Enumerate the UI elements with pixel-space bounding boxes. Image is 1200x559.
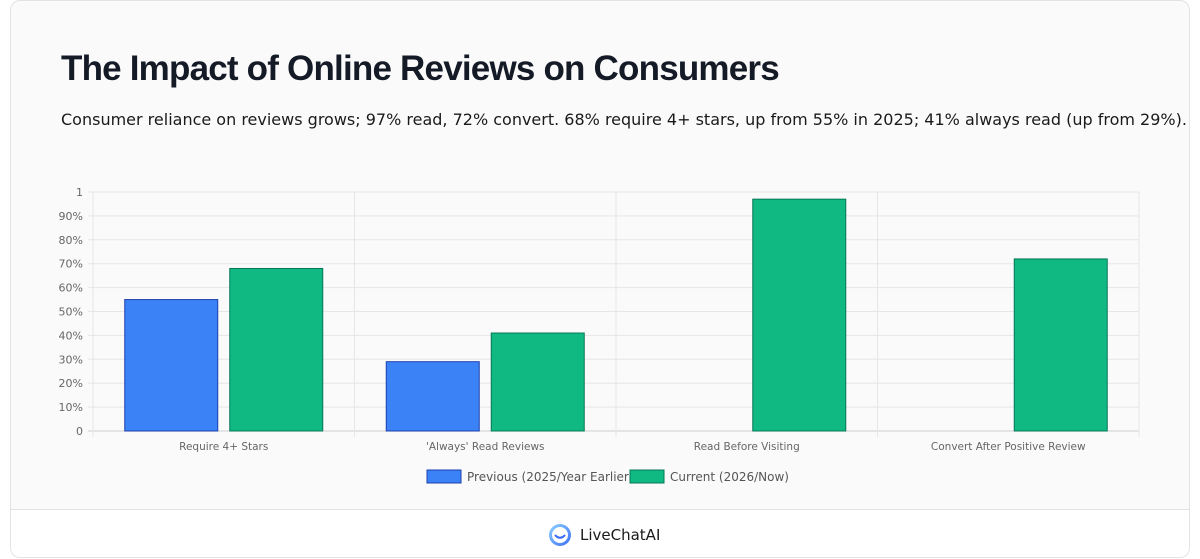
y-tick-label: 10% bbox=[59, 401, 83, 414]
brand-name: LiveChatAI bbox=[580, 526, 661, 544]
y-tick-label: 90% bbox=[59, 210, 83, 223]
x-tick-label: 'Always' Read Reviews bbox=[426, 441, 545, 453]
brand: LiveChatAI bbox=[548, 523, 660, 547]
bar bbox=[752, 198, 847, 432]
y-tick-label: 70% bbox=[59, 258, 83, 271]
bar bbox=[490, 332, 585, 432]
bar bbox=[229, 267, 324, 432]
y-tick-label: 1 bbox=[76, 186, 83, 199]
livechatai-logo-icon bbox=[549, 524, 571, 546]
x-tick-label: Read Before Visiting bbox=[694, 441, 800, 453]
y-tick-label: 40% bbox=[59, 329, 83, 342]
page-subtitle: Consumer reliance on reviews grows; 97% … bbox=[61, 110, 1187, 129]
y-tick-label: 30% bbox=[59, 353, 83, 366]
footer: LiveChatAI bbox=[11, 509, 1189, 557]
page-title: The Impact of Online Reviews on Consumer… bbox=[61, 49, 780, 88]
x-tick-label: Require 4+ Stars bbox=[179, 441, 268, 453]
legend-swatch bbox=[426, 469, 462, 484]
bar-chart: 0 10% 20% 30% 40% 50% 60% 70% 80% 90% 1 Require 4+ … bbox=[59, 186, 1140, 484]
legend-label: Current (2026/Now) bbox=[670, 470, 789, 484]
y-tick-label: 80% bbox=[59, 234, 83, 247]
y-tick-label: 0 bbox=[76, 425, 83, 438]
x-tick-label: Convert After Positive Review bbox=[931, 441, 1086, 453]
y-tick-label: 50% bbox=[59, 306, 83, 319]
legend-swatch bbox=[629, 469, 665, 484]
y-tick-label: 60% bbox=[59, 282, 83, 295]
chart-card: The Impact of Online Reviews on Consumer… bbox=[10, 0, 1190, 558]
bar bbox=[1013, 258, 1108, 432]
legend-label: Previous (2025/Year Earlier) bbox=[467, 470, 634, 484]
y-tick-label: 20% bbox=[59, 377, 83, 390]
bar bbox=[385, 361, 480, 432]
bar bbox=[124, 299, 219, 432]
